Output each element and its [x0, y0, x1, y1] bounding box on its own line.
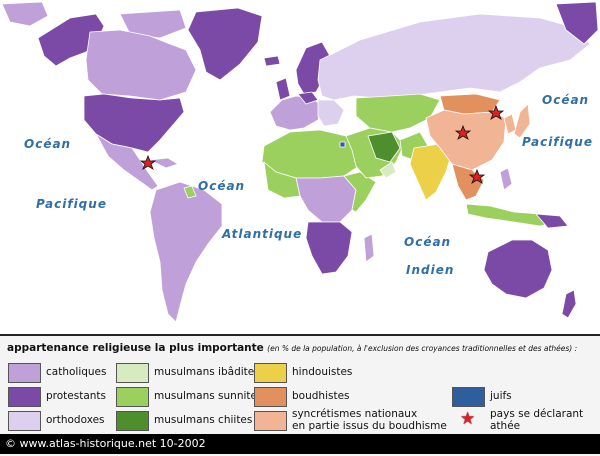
region-mexico	[95, 133, 159, 191]
svg-text:Océan: Océan	[404, 235, 451, 249]
label-catholiques: catholiques	[46, 366, 107, 378]
label-chiites: musulmans chiites	[154, 414, 253, 426]
region-russia	[317, 13, 591, 101]
label-athees: pays se déclarant athée	[490, 408, 583, 432]
region-south-america	[149, 181, 223, 323]
label-ibadites: musulmans ibâdites	[154, 366, 260, 378]
label-hindouistes: hindouistes	[292, 366, 353, 378]
region-israel	[339, 141, 346, 148]
region-iran-iraq	[367, 131, 401, 163]
label-protestants: protestants	[46, 390, 107, 402]
region-japan	[513, 103, 531, 139]
swatch-protestants	[8, 387, 41, 407]
region-east-europe	[317, 99, 345, 127]
svg-text:Atlantique: Atlantique	[221, 227, 302, 241]
label-sunnites: musulmans sunnites	[154, 390, 263, 402]
label-boudhistes: boudhistes	[292, 390, 350, 402]
swatch-sunnites	[116, 387, 149, 407]
svg-text:Océan: Océan	[198, 179, 245, 193]
label-syncretismes-line2: en partie issus du boudhisme	[292, 420, 447, 432]
star-marker-vietnam	[468, 168, 486, 184]
label-syncretismes: syncrétismes nationaux en partie issus d…	[292, 408, 447, 432]
legend-subtitle: (en % de la population, à l'exclusion de…	[267, 344, 578, 353]
swatch-catholiques	[8, 363, 41, 383]
region-southern-africa	[305, 221, 353, 275]
region-philippines	[499, 167, 513, 191]
ocean-pacific-east-label: Océan Pacifique	[522, 93, 593, 149]
label-syncretismes-line1: syncrétismes nationaux	[292, 408, 418, 420]
region-australia	[483, 239, 553, 299]
region-guianas	[183, 185, 197, 199]
legend-title: appartenance religieuse la plus importan…	[7, 342, 577, 354]
svg-text:Pacifique: Pacifique	[522, 135, 593, 149]
region-central-africa	[295, 175, 357, 223]
world-map-svg: Océan Pacifique Océan Atlantique Océan I…	[1, 1, 599, 323]
region-arctic-islands	[1, 1, 49, 27]
swatch-boudhistes	[254, 387, 287, 407]
region-central-asia	[355, 93, 441, 133]
region-west-africa	[263, 161, 301, 199]
swatch-hindouistes	[254, 363, 287, 383]
region-china	[425, 109, 507, 171]
swatch-juifs	[452, 387, 485, 407]
region-greenland	[187, 7, 263, 81]
region-papua	[535, 213, 569, 229]
star-icon: ★	[460, 409, 476, 429]
swatch-syncretismes	[254, 411, 287, 431]
region-se-asia	[451, 163, 485, 201]
star-marker-cuba	[139, 154, 157, 170]
swatch-orthodoxes	[8, 411, 41, 431]
region-uk	[275, 77, 291, 101]
star-marker-china	[454, 124, 472, 140]
ocean-indian-label: Océan Indien	[404, 235, 454, 277]
footer-credit-bar: © www.atlas-historique.net 10-2002	[0, 434, 600, 454]
star-marker-north-korea	[487, 104, 505, 120]
region-canada	[85, 29, 197, 101]
legend-title-text: appartenance religieuse la plus importan…	[7, 342, 264, 354]
swatch-chiites	[116, 411, 149, 431]
label-athees-line2: athée	[490, 420, 521, 432]
world-religion-map: Océan Pacifique Océan Atlantique Océan I…	[1, 1, 599, 323]
region-chukotka	[555, 1, 599, 45]
region-usa	[83, 93, 185, 153]
ocean-pacific-west-label: Océan Pacifique	[24, 137, 107, 211]
region-madagascar	[363, 233, 375, 263]
footer-credit: © www.atlas-historique.net 10-2002	[5, 437, 206, 450]
region-canada-islands	[119, 9, 187, 39]
region-korea	[503, 113, 517, 135]
svg-text:Océan: Océan	[542, 93, 589, 107]
ocean-atlantic-label: Océan Atlantique	[198, 179, 302, 241]
label-orthodoxes: orthodoxes	[46, 414, 105, 426]
svg-text:Océan: Océan	[24, 137, 71, 151]
label-athees-line1: pays se déclarant	[490, 408, 584, 420]
region-oman	[379, 161, 397, 179]
region-iceland	[263, 55, 281, 67]
region-caribbean	[149, 157, 179, 169]
label-juifs: juifs	[490, 390, 512, 402]
svg-text:Pacifique: Pacifique	[36, 197, 107, 211]
swatch-ibadites	[116, 363, 149, 383]
region-new-zealand	[561, 289, 577, 319]
svg-text:Indien: Indien	[406, 263, 454, 277]
region-north-africa	[261, 129, 361, 179]
